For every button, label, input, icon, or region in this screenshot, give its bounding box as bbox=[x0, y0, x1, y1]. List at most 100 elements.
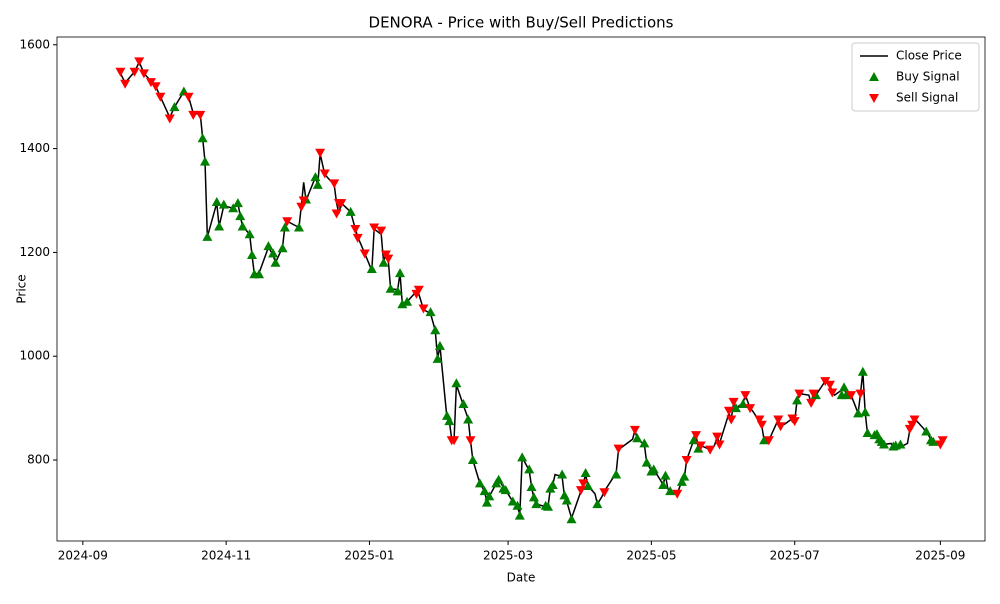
chart-title: DENORA - Price with Buy/Sell Predictions bbox=[369, 14, 674, 32]
sell-marker bbox=[808, 389, 819, 399]
buy-marker bbox=[434, 340, 445, 350]
buy-marker bbox=[517, 452, 528, 462]
buy-marker bbox=[484, 491, 495, 501]
buy-marker bbox=[507, 496, 518, 506]
plot-frame bbox=[56, 36, 986, 542]
buy-marker bbox=[526, 482, 537, 492]
buy-marker bbox=[474, 478, 485, 488]
x-tick-label: 2025-09 bbox=[915, 549, 965, 563]
x-tick-label: 2024-09 bbox=[58, 549, 108, 563]
sell-marker bbox=[195, 110, 206, 120]
sell-marker bbox=[629, 425, 640, 435]
sell-marker bbox=[763, 436, 774, 446]
buy-marker bbox=[345, 206, 356, 216]
buy-marker bbox=[169, 102, 180, 112]
buy-marker bbox=[197, 133, 208, 143]
legend-marker bbox=[869, 94, 879, 103]
sell-marker bbox=[714, 440, 725, 450]
buy-marker bbox=[524, 464, 535, 474]
buy-marker bbox=[500, 485, 511, 495]
buy-marker bbox=[528, 492, 539, 502]
buy-marker bbox=[202, 231, 213, 241]
y-axis-label: Price bbox=[15, 274, 29, 303]
sell-marker bbox=[376, 226, 387, 236]
sell-marker bbox=[329, 179, 340, 189]
sell-marker bbox=[331, 209, 342, 219]
y-tick-label: 800 bbox=[27, 453, 50, 467]
sell-marker bbox=[824, 380, 835, 390]
sell-marker bbox=[705, 445, 716, 455]
sell-marker bbox=[120, 79, 131, 89]
buy-marker bbox=[658, 479, 669, 489]
sell-marker bbox=[575, 486, 586, 496]
x-tick-label: 2025-01 bbox=[344, 549, 394, 563]
buy-marker bbox=[277, 243, 288, 253]
sell-marker bbox=[681, 456, 692, 466]
buy-marker bbox=[557, 469, 568, 479]
buy-marker bbox=[641, 457, 652, 467]
x-tick-label: 2025-05 bbox=[626, 549, 676, 563]
sell-marker bbox=[282, 217, 293, 227]
buy-marker bbox=[214, 221, 225, 231]
buy-marker bbox=[665, 486, 676, 496]
buy-marker bbox=[632, 433, 643, 443]
sell-marker bbox=[164, 114, 175, 124]
buy-marker bbox=[561, 495, 572, 505]
x-tick-label: 2024-11 bbox=[201, 549, 251, 563]
sell-marker bbox=[383, 254, 394, 264]
sell-marker bbox=[613, 444, 624, 454]
buy-marker bbox=[582, 480, 593, 490]
buy-marker bbox=[853, 408, 864, 418]
sell-marker bbox=[129, 67, 140, 77]
buy-marker bbox=[592, 499, 603, 509]
buy-marker bbox=[759, 435, 770, 445]
buy-marker bbox=[279, 222, 290, 232]
buy-marker bbox=[512, 500, 523, 510]
y-tick-label: 1000 bbox=[19, 349, 50, 363]
sell-marker bbox=[723, 406, 734, 416]
buy-marker bbox=[270, 257, 281, 267]
sell-marker bbox=[465, 436, 476, 446]
sell-marker bbox=[806, 398, 817, 408]
sell-marker bbox=[726, 415, 737, 425]
buy-marker bbox=[730, 403, 741, 413]
sell-marker bbox=[449, 436, 460, 446]
buy-marker bbox=[200, 156, 211, 166]
buy-marker bbox=[860, 407, 871, 417]
buy-marker bbox=[493, 474, 504, 484]
buy-marker bbox=[235, 211, 246, 221]
buy-marker bbox=[543, 501, 554, 511]
buy-marker bbox=[679, 471, 690, 481]
buy-marker bbox=[660, 470, 671, 480]
legend-label: Buy Signal bbox=[896, 70, 960, 84]
buy-marker bbox=[639, 438, 650, 448]
buy-marker bbox=[237, 221, 248, 231]
sell-marker bbox=[319, 169, 330, 179]
buy-marker bbox=[857, 366, 868, 376]
sell-marker bbox=[188, 110, 199, 120]
buy-marker bbox=[218, 199, 229, 209]
buy-marker bbox=[839, 382, 850, 392]
sell-marker bbox=[909, 415, 920, 425]
buy-marker bbox=[895, 439, 906, 449]
sell-marker bbox=[599, 488, 610, 498]
sell-marker bbox=[712, 432, 723, 442]
buy-marker bbox=[648, 464, 659, 474]
legend-marker bbox=[869, 72, 879, 81]
sell-marker bbox=[691, 431, 702, 441]
sell-marker bbox=[728, 397, 739, 407]
buy-marker bbox=[792, 395, 803, 405]
buy-marker bbox=[878, 439, 889, 449]
sell-marker bbox=[418, 304, 429, 314]
sell-marker bbox=[138, 69, 149, 79]
y-tick-label: 1400 bbox=[19, 141, 50, 155]
buy-marker bbox=[366, 264, 377, 274]
buy-marker bbox=[425, 307, 436, 317]
buy-marker bbox=[268, 248, 279, 258]
buy-marker bbox=[385, 283, 396, 293]
sell-marker bbox=[315, 148, 326, 158]
buy-marker bbox=[444, 416, 455, 426]
buy-marker bbox=[402, 296, 413, 306]
